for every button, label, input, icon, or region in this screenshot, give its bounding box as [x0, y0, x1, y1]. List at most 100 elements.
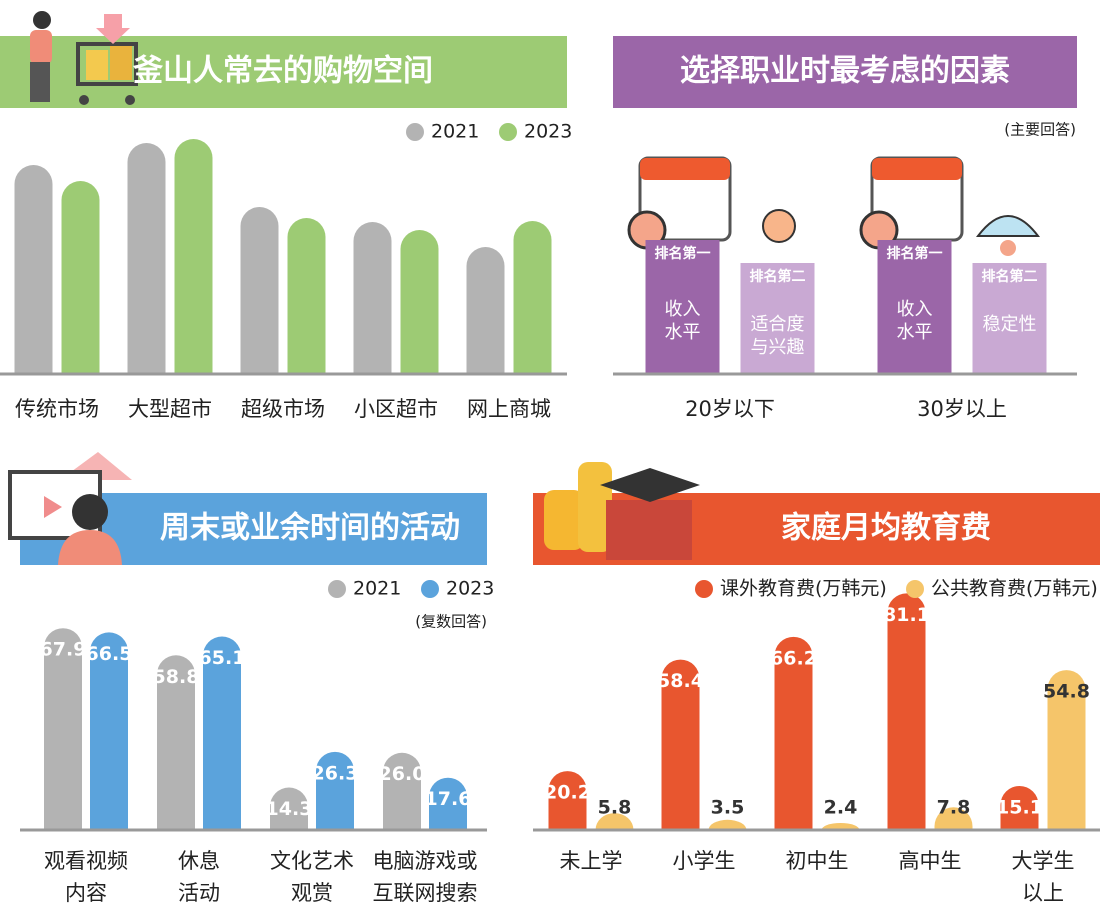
- bar: [240, 207, 279, 374]
- value-label: 2.4: [824, 797, 858, 819]
- chart-title: 周末或业余时间的活动: [160, 511, 460, 546]
- value-label: 67.9: [40, 639, 87, 661]
- x-tick-label: 内容: [65, 881, 107, 905]
- legend-label: 公共教育费(万韩元): [931, 578, 1098, 600]
- x-tick-label: 未上学: [560, 849, 623, 873]
- value-label: 58.8: [153, 666, 200, 688]
- rank-label: 排名第一: [887, 245, 943, 262]
- legend-swatch: [421, 580, 439, 598]
- note: (复数回答): [415, 613, 487, 631]
- value-label: 17.6: [425, 788, 472, 810]
- value-label: 7.8: [937, 797, 971, 819]
- x-tick-label: 网上商城: [467, 397, 551, 421]
- x-tick-label: 初中生: [786, 849, 849, 873]
- x-tick-label: 20岁以下: [685, 397, 775, 421]
- bar: [821, 822, 860, 830]
- bar-label: 与兴趣: [751, 337, 805, 358]
- bar: [934, 807, 973, 830]
- legend-swatch: [695, 580, 713, 598]
- bar-label: 收入: [897, 299, 933, 320]
- value-label: 5.8: [598, 797, 632, 819]
- x-tick-label: 互联网搜索: [373, 881, 478, 905]
- bar: [645, 240, 720, 374]
- bar: [429, 777, 467, 830]
- value-label: 54.8: [1043, 681, 1090, 703]
- value-label: 3.5: [711, 797, 745, 819]
- x-tick-label: 小区超市: [354, 397, 438, 421]
- bar: [774, 636, 813, 830]
- bar: [513, 221, 552, 374]
- chart-title: 釜山人常去的购物空间: [132, 54, 433, 89]
- bar: [877, 240, 952, 374]
- value-label: 20.2: [544, 782, 591, 804]
- value-label: 58.4: [657, 670, 704, 692]
- bar-label: 稳定性: [983, 314, 1037, 335]
- bar: [595, 813, 634, 830]
- x-tick-label: 大型超市: [128, 397, 212, 421]
- coins-icon: [544, 462, 700, 560]
- bar-label: 收入: [665, 299, 701, 320]
- bar: [44, 628, 82, 830]
- bar: [466, 247, 505, 374]
- bar: [383, 752, 421, 830]
- bar: [157, 655, 195, 830]
- rank-label: 排名第一: [655, 245, 711, 262]
- bar: [708, 819, 747, 830]
- x-tick-label: 以上: [1022, 881, 1064, 905]
- bar: [740, 263, 815, 374]
- bar: [353, 222, 392, 374]
- bar: [548, 771, 587, 830]
- bar: [127, 143, 166, 374]
- legend-label: 2021: [431, 121, 479, 143]
- legend-swatch: [328, 580, 346, 598]
- bar: [400, 230, 439, 374]
- bar: [174, 139, 213, 374]
- rank-label: 排名第二: [982, 268, 1038, 285]
- x-tick-label: 文化艺术: [270, 849, 354, 873]
- bar: [90, 632, 128, 830]
- bar: [287, 218, 326, 374]
- x-tick-label: 观看视频: [44, 849, 128, 873]
- legend-label: 2023: [446, 578, 494, 600]
- bar-label: 水平: [665, 322, 701, 343]
- bar: [203, 636, 241, 830]
- value-label: 26.3: [312, 762, 359, 784]
- cart-icon: [30, 11, 138, 105]
- bar-label: 水平: [897, 322, 933, 343]
- header-bar: [613, 36, 1077, 108]
- legend-swatch: [906, 580, 924, 598]
- x-tick-label: 传统市场: [15, 397, 99, 421]
- bar: [316, 751, 354, 830]
- bar: [61, 181, 100, 374]
- bar: [887, 593, 926, 830]
- x-tick-label: 活动: [178, 881, 220, 905]
- x-tick-label: 电脑游戏或: [373, 849, 478, 873]
- video-icon: [8, 452, 132, 565]
- legend-swatch: [406, 123, 424, 141]
- value-label: 15.1: [996, 796, 1043, 818]
- x-tick-label: 30岁以上: [917, 397, 1007, 421]
- legend-label: 2021: [353, 578, 401, 600]
- chart-title: 家庭月均教育费: [781, 511, 991, 546]
- value-label: 81.1: [883, 604, 930, 626]
- rank-label: 排名第二: [750, 268, 806, 285]
- x-tick-label: 高中生: [899, 849, 962, 873]
- x-tick-label: 休息: [178, 849, 220, 873]
- value-label: 65.1: [199, 647, 246, 669]
- legend-label: 课外教育费(万韩元): [720, 578, 887, 600]
- bar: [270, 787, 308, 830]
- legend-swatch: [499, 123, 517, 141]
- value-label: 26.0: [379, 763, 426, 785]
- bar-label: 适合度: [751, 314, 805, 335]
- value-label: 66.2: [770, 647, 817, 669]
- bar: [972, 263, 1047, 374]
- x-tick-label: 小学生: [673, 849, 736, 873]
- bar: [14, 165, 53, 374]
- bar: [661, 659, 700, 830]
- x-tick-label: 大学生: [1012, 849, 1075, 873]
- note: (主要回答): [1004, 121, 1076, 139]
- value-label: 66.5: [86, 643, 133, 665]
- x-tick-label: 超级市场: [241, 397, 325, 421]
- legend-label: 2023: [524, 121, 572, 143]
